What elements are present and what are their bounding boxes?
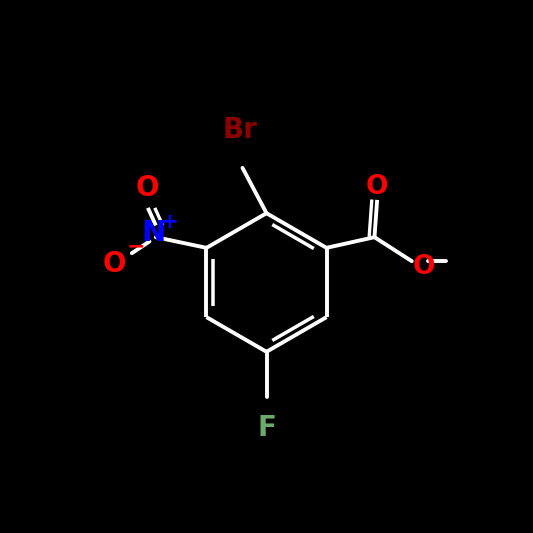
Text: O: O	[412, 254, 435, 279]
Text: F: F	[257, 414, 276, 442]
Text: Br: Br	[222, 116, 257, 144]
Text: O: O	[102, 250, 126, 278]
Text: O: O	[366, 174, 389, 199]
Text: O: O	[136, 174, 159, 202]
Text: +: +	[160, 212, 178, 232]
Text: −: −	[126, 237, 145, 257]
Text: N: N	[141, 219, 165, 247]
